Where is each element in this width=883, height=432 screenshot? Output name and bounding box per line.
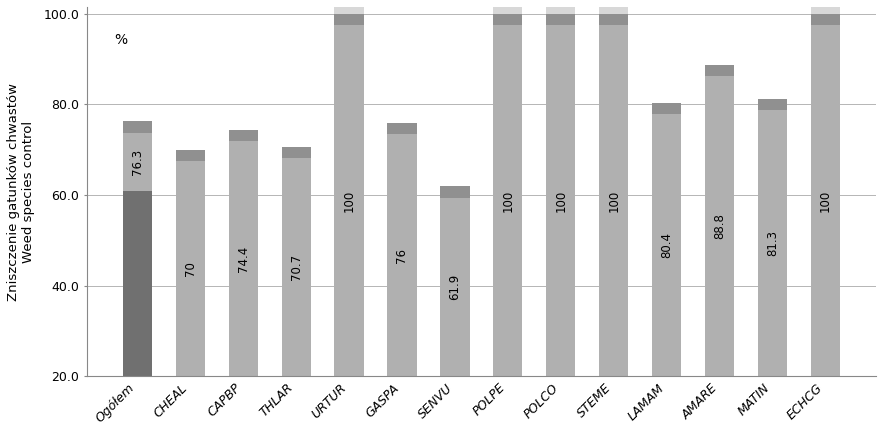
- Text: 100: 100: [608, 190, 620, 212]
- Text: 70.7: 70.7: [290, 254, 303, 280]
- Bar: [123, 121, 152, 133]
- Text: 100: 100: [555, 190, 568, 212]
- Bar: [441, 187, 470, 198]
- Text: 88.8: 88.8: [713, 213, 726, 239]
- Bar: [600, 14, 629, 25]
- Bar: [388, 134, 417, 376]
- Bar: [335, 25, 364, 376]
- Bar: [176, 150, 205, 161]
- Bar: [811, 25, 841, 376]
- Bar: [547, 25, 576, 376]
- Bar: [547, 7, 576, 14]
- Bar: [600, 25, 629, 376]
- Bar: [494, 14, 523, 25]
- Bar: [706, 76, 735, 376]
- Bar: [176, 161, 205, 376]
- Bar: [653, 103, 682, 114]
- Bar: [811, 7, 841, 14]
- Bar: [653, 114, 682, 376]
- Bar: [388, 123, 417, 134]
- Text: 76: 76: [396, 248, 409, 263]
- Bar: [335, 7, 364, 14]
- Text: 74.4: 74.4: [237, 246, 250, 272]
- Text: 81.3: 81.3: [766, 230, 779, 256]
- Bar: [441, 198, 470, 376]
- Text: 70: 70: [184, 261, 197, 276]
- Y-axis label: Zniszczenie gatunków chwastów
Weed species control: Zniszczenie gatunków chwastów Weed speci…: [7, 83, 35, 301]
- Bar: [811, 14, 841, 25]
- Bar: [282, 158, 311, 376]
- Bar: [494, 25, 523, 376]
- Text: 100: 100: [502, 190, 515, 212]
- Bar: [758, 110, 788, 376]
- Bar: [758, 98, 788, 110]
- Bar: [494, 7, 523, 14]
- Bar: [123, 133, 152, 191]
- Bar: [547, 14, 576, 25]
- Bar: [706, 64, 735, 76]
- Text: 76.3: 76.3: [131, 149, 144, 175]
- Bar: [600, 7, 629, 14]
- Bar: [335, 14, 364, 25]
- Bar: [229, 141, 258, 376]
- Text: 61.9: 61.9: [449, 274, 462, 300]
- Bar: [123, 191, 152, 376]
- Text: 100: 100: [819, 190, 832, 212]
- Text: 100: 100: [343, 190, 356, 212]
- Bar: [229, 130, 258, 141]
- Text: %: %: [115, 33, 127, 47]
- Bar: [282, 146, 311, 158]
- Text: 80.4: 80.4: [660, 232, 673, 258]
